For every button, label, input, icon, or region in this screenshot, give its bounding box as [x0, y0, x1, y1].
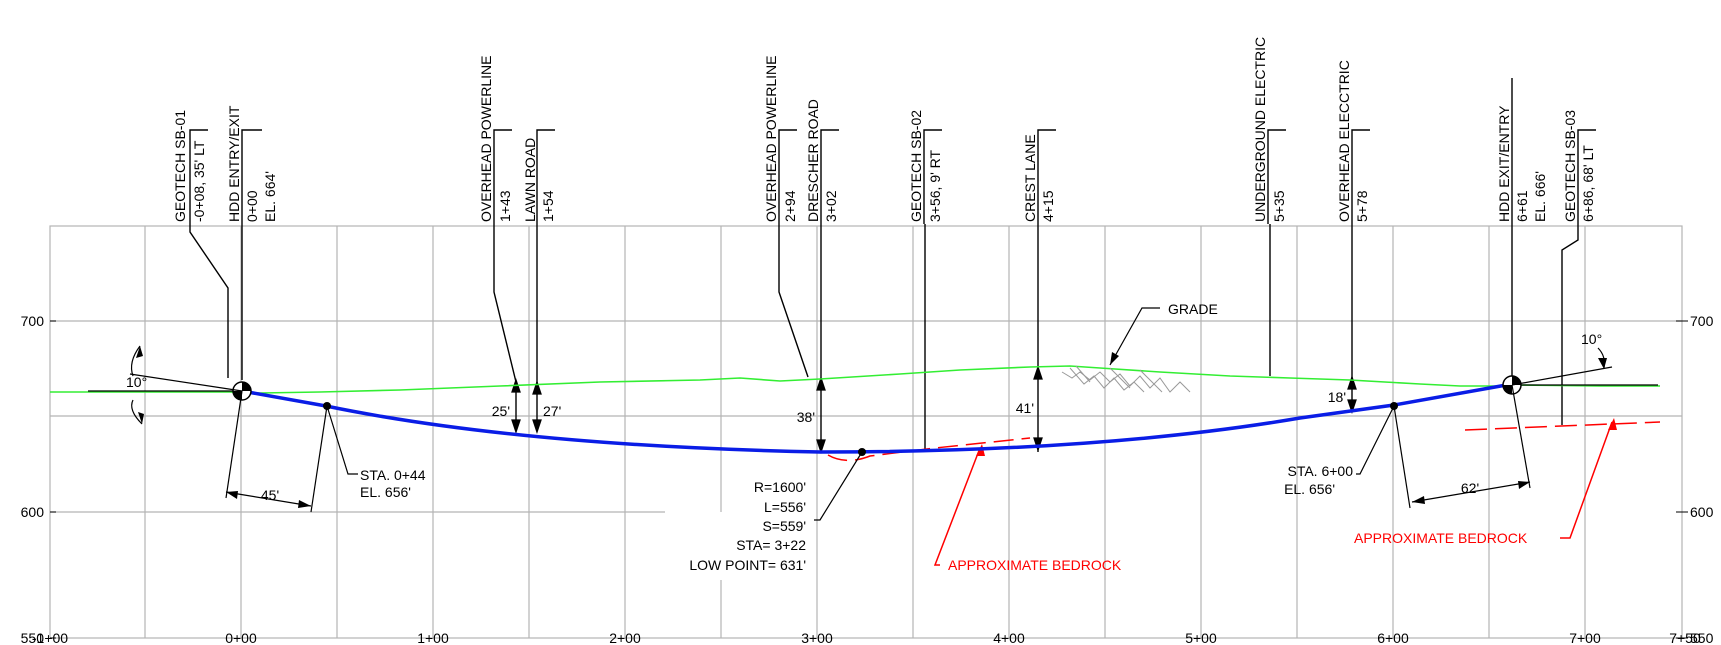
station-label: 7+50	[1669, 630, 1701, 645]
existing-grade-line	[50, 365, 1660, 394]
callout-lawn-road-title: LAWN ROAD	[522, 138, 538, 222]
bedrock-label-left: APPROXIMATE BEDROCK	[948, 557, 1122, 573]
callout-crest-lane-title: CREST LANE	[1022, 134, 1038, 222]
callout-hdd-exit-el: EL. 666'	[1532, 171, 1548, 222]
station-label: 5+00	[1185, 630, 1217, 645]
elevation-axis-left: 700 600 550	[21, 313, 45, 645]
entry-angle-dim	[129, 345, 243, 425]
station-label: 7+00	[1569, 630, 1601, 645]
grade-label: GRADE	[1168, 301, 1218, 317]
callout-hdd-exit-title: HDD EXIT/ENTRY	[1496, 105, 1512, 222]
grade-leader	[1109, 307, 1160, 366]
depth-label: 18'	[1328, 389, 1346, 405]
callout-powerline-2-title: OVERHEAD POWERLINE	[763, 56, 779, 222]
callout-drescher-road-sta: 3+02	[823, 190, 839, 222]
elev-label-600-right: 600	[1690, 504, 1714, 520]
depth-label: 27'	[543, 403, 561, 419]
station-label: 6+00	[1377, 630, 1409, 645]
depth-labels: 25' 27' 38' 41' 18'	[492, 389, 1346, 425]
callout-ug-electric-title: UNDERGROUND ELECTRIC	[1252, 37, 1268, 222]
callout-geotech-sb03-sta: 6+86, 68' LT	[1580, 145, 1596, 222]
profile-grid	[49, 225, 1683, 639]
sta-044-label: STA. 0+44	[360, 467, 426, 483]
curve-length: L=556'	[764, 499, 806, 515]
station-label: 2+00	[609, 630, 641, 645]
grade-hatch	[1061, 365, 1191, 393]
sta-600-label: STA. 6+00	[1287, 463, 1353, 479]
depth-label: 38'	[797, 409, 815, 425]
elev-label-550-right: 550	[1690, 630, 1714, 645]
curve-radius: R=1600'	[754, 479, 806, 495]
callout-powerline-1-sta: 1+43	[497, 190, 513, 222]
elev-label-550: 550	[21, 630, 45, 645]
grade-arrowhead	[1110, 352, 1119, 365]
callout-geotech-sb02-title: GEOTECH SB-02	[908, 110, 924, 222]
offset-label-62: 62'	[1461, 480, 1479, 496]
bedrock-label-right: APPROXIMATE BEDROCK	[1354, 530, 1528, 546]
depth-dimensions	[511, 364, 1357, 455]
axis-ticks	[50, 320, 1688, 639]
callout-geotech-sb01-title: GEOTECH SB-01	[172, 110, 188, 222]
callout-leaders	[189, 78, 1596, 452]
curve-station: STA= 3+22	[736, 537, 806, 553]
callout-geotech-sb01-sta: -0+08, 35' LT	[191, 140, 207, 222]
elev-label-700: 700	[21, 313, 45, 329]
hdd-bore-path	[241, 382, 1513, 454]
station-label: 0+00	[225, 630, 257, 645]
callout-powerline-2-sta: 2+94	[782, 190, 798, 222]
approximate-bedrock-lines	[827, 421, 1661, 566]
offset-dims	[225, 384, 1531, 521]
curve-s: S=559'	[762, 518, 806, 534]
depth-label: 25'	[492, 403, 510, 419]
entry-angle-arrowhead	[138, 412, 144, 424]
sta-600-el: EL. 656'	[1284, 481, 1335, 497]
callout-hdd-entry-el: EL. 664'	[262, 171, 278, 222]
exit-angle-arrowhead	[1598, 358, 1607, 369]
callout-oh-electric-sta: 5+78	[1354, 190, 1370, 222]
callout-oh-electric-title: OVERHEAD ELECCTRIC	[1336, 60, 1352, 222]
station-label: -1+00	[32, 630, 68, 645]
curve-data-block: R=1600' L=556' S=559' STA= 3+22 LOW POIN…	[689, 479, 806, 573]
exit-angle-label: 10°	[1581, 331, 1602, 347]
callout-ug-electric-sta: 5+35	[1271, 190, 1287, 222]
curve-low-point: LOW POINT= 631'	[689, 557, 806, 573]
callout-powerline-1-title: OVERHEAD POWERLINE	[478, 56, 494, 222]
callout-hdd-exit-sta: 6+61	[1514, 190, 1530, 222]
station-label: 3+00	[801, 630, 833, 645]
elev-label-600: 600	[21, 504, 45, 520]
depth-label: 41'	[1016, 400, 1034, 416]
elevation-axis-right: 700 600 550	[1690, 313, 1714, 645]
elev-label-700-right: 700	[1690, 313, 1714, 329]
callout-hdd-entry-title: HDD ENTRY/EXIT	[226, 105, 242, 222]
offset-arrowheads	[226, 481, 1530, 508]
callout-geotech-sb03-title: GEOTECH SB-03	[1562, 110, 1578, 222]
entry-angle-arrowhead	[136, 346, 143, 358]
station-label: 4+00	[993, 630, 1025, 645]
offset-label-45: 45'	[261, 487, 279, 503]
callout-hdd-entry-sta: 0+00	[244, 190, 260, 222]
callout-geotech-sb02-sta: 3+56, 9' RT	[927, 149, 943, 222]
callout-lawn-road-sta: 1+54	[540, 190, 556, 222]
callout-drescher-road-title: DRESCHER ROAD	[805, 99, 821, 222]
entry-angle-label: 10°	[126, 374, 147, 390]
sta-044-el: EL. 656'	[360, 484, 411, 500]
callout-crest-lane-sta: 4+15	[1040, 190, 1056, 222]
station-label: 1+00	[417, 630, 449, 645]
callout-labels: GEOTECH SB-01 -0+08, 35' LT HDD ENTRY/EX…	[172, 37, 1596, 222]
station-axis: -1+00 0+00 1+00 2+00 3+00 4+00 5+00 6+00…	[32, 630, 1701, 645]
